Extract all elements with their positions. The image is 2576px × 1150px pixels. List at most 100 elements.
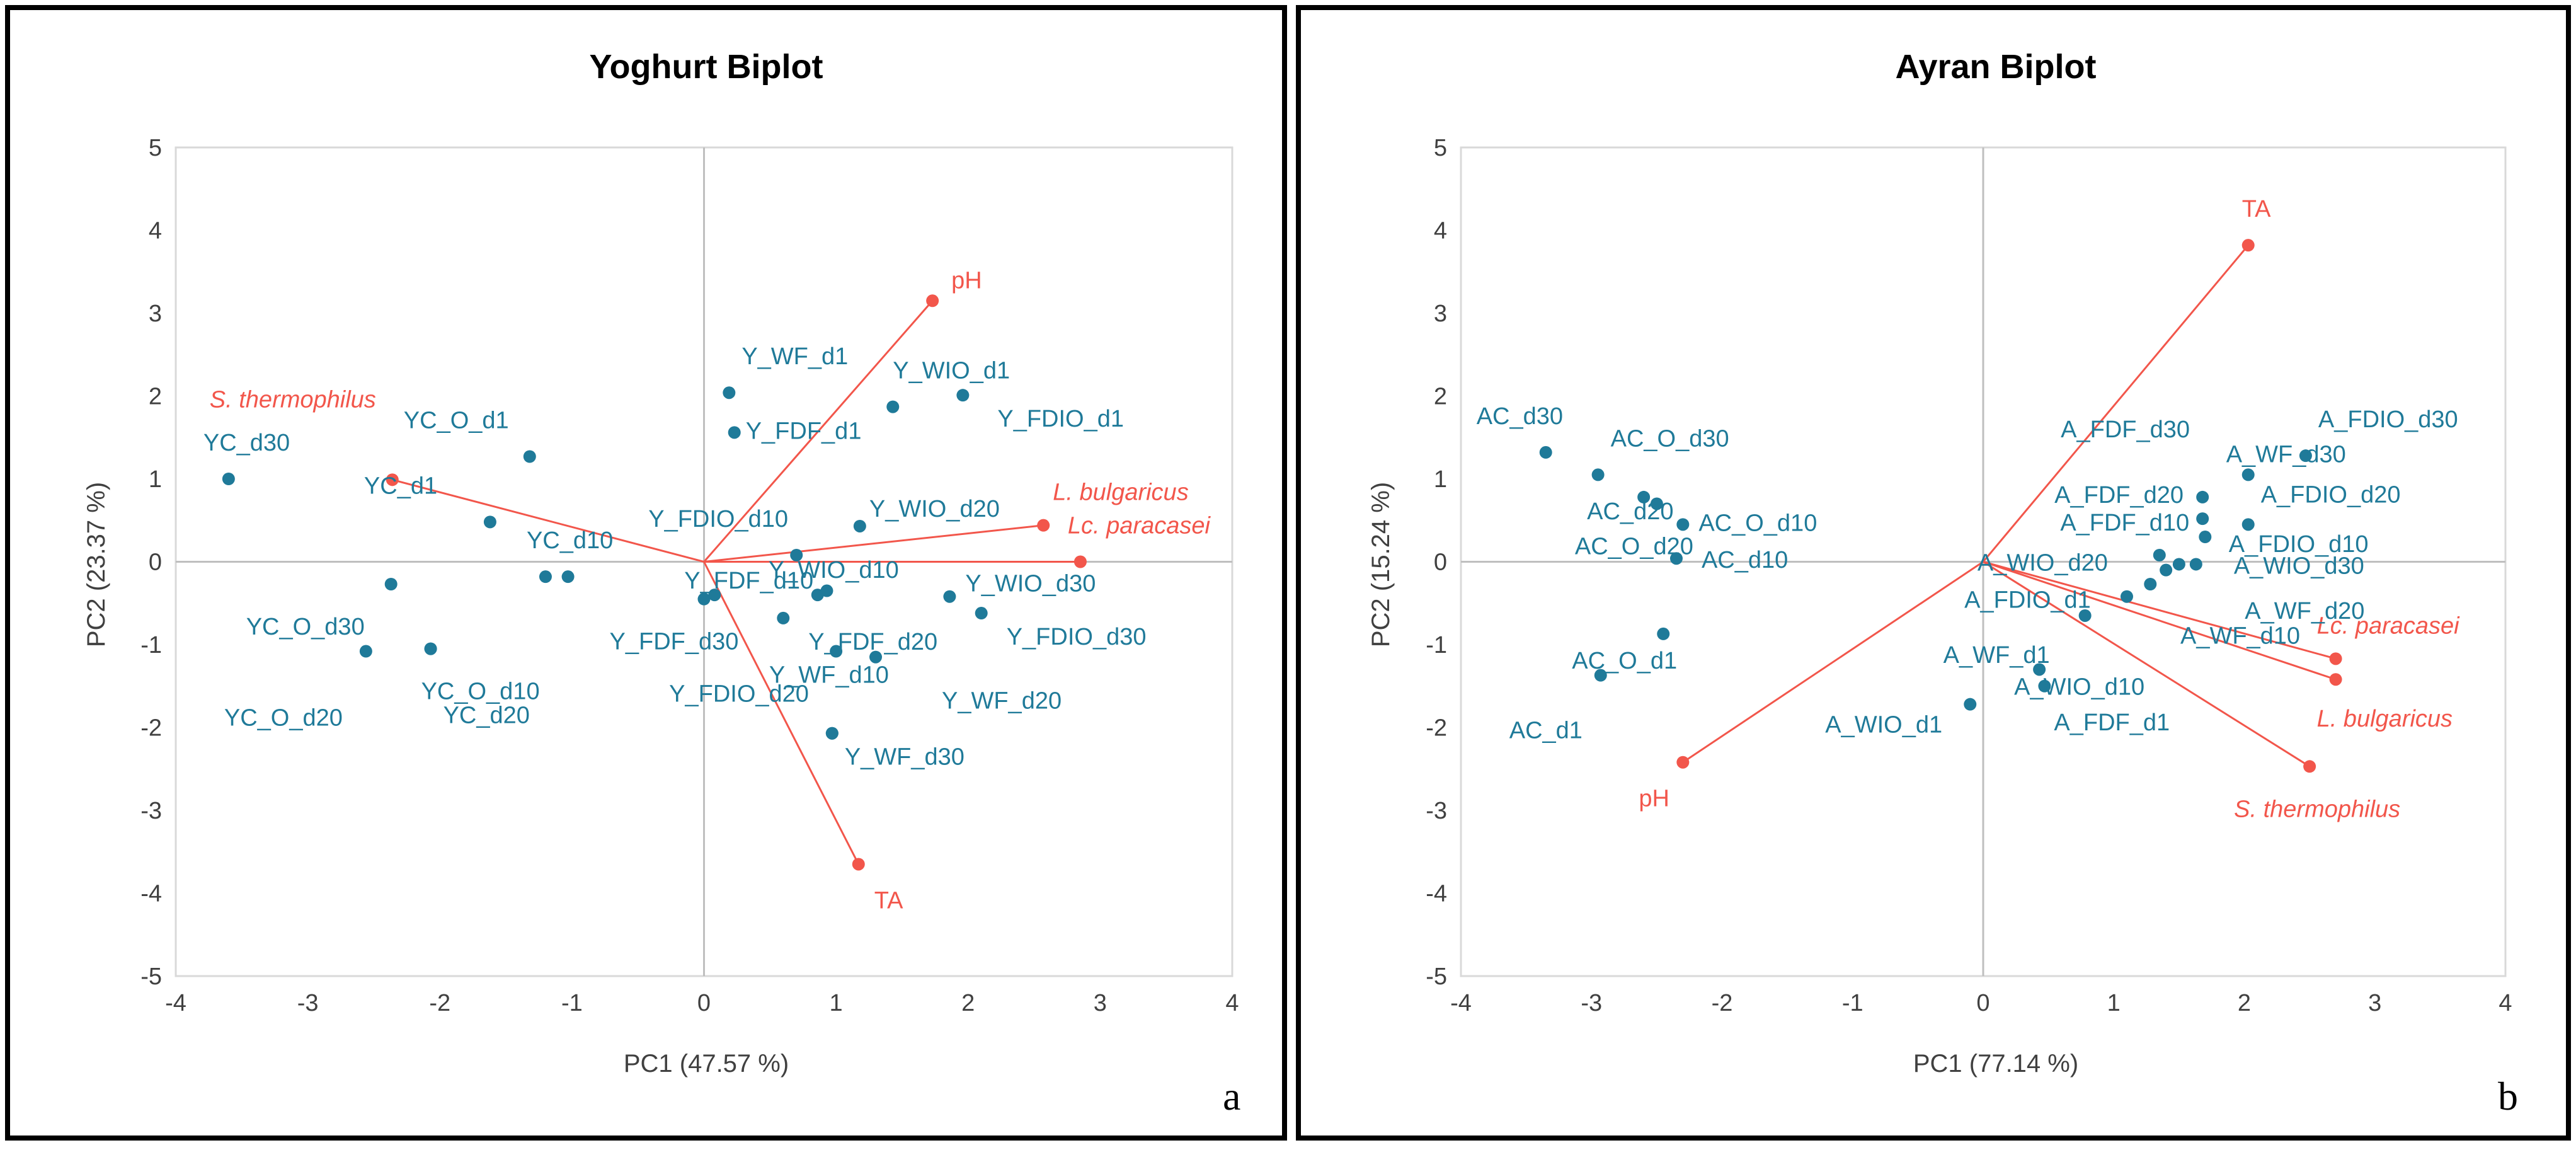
- score-point-label: AC_d1: [1509, 718, 1583, 744]
- score-point: [523, 450, 536, 463]
- score-point-label: YC_d20: [444, 703, 530, 729]
- score-point-label: Y_FDF_d10: [684, 568, 813, 594]
- y-tick-label: 2: [149, 384, 162, 410]
- x-tick-label: -3: [1581, 990, 1602, 1016]
- x-tick-label: 2: [2238, 990, 2251, 1016]
- score-point-label: AC_d10: [1702, 547, 1788, 573]
- score-point: [1676, 518, 1690, 531]
- score-point-label: AC_d20: [1587, 498, 1673, 525]
- loading-vector-label: S. thermophilus: [210, 386, 376, 413]
- y-tick-label: -2: [140, 715, 162, 742]
- score-point: [723, 386, 736, 400]
- y-tick-label: -3: [1426, 798, 1447, 824]
- score-point: [384, 578, 398, 591]
- loading-vector-tip: [1676, 756, 1690, 769]
- score-point-label: YC_O_d1: [404, 407, 509, 434]
- score-point: [2038, 679, 2051, 693]
- y-tick-label: 0: [149, 549, 162, 576]
- y-tick-label: 1: [149, 466, 162, 493]
- score-point-label: Y_WF_d20: [942, 688, 1062, 715]
- loading-vector: [392, 478, 704, 563]
- score-point-label: Y_WIO_d30: [965, 571, 1096, 597]
- score-point: [2160, 563, 2173, 577]
- x-tick-label: -3: [297, 990, 319, 1016]
- x-tick-label: -1: [561, 990, 583, 1016]
- score-point: [1669, 552, 1683, 565]
- loading-vector: [1983, 561, 2337, 681]
- x-tick-label: -2: [429, 990, 450, 1016]
- score-point-label: YC_O_d20: [224, 705, 343, 732]
- loading-vector: [1983, 561, 2310, 768]
- score-point-label: YC_d10: [527, 527, 613, 554]
- loading-vector-tip: [2329, 673, 2342, 686]
- score-point: [1650, 497, 1663, 510]
- loading-vector-label: TA: [874, 887, 903, 914]
- x-tick-label: 4: [2499, 990, 2512, 1016]
- score-point: [1591, 468, 1605, 481]
- score-point: [2172, 558, 2185, 571]
- y-tick-label: -3: [140, 798, 162, 824]
- score-point-label: Y_WF_d10: [769, 662, 889, 689]
- chart-title: Ayran Biplot: [1895, 48, 2096, 86]
- score-point-label: A_WIO_d30: [2234, 553, 2364, 579]
- yoghurt-biplot-panel: Yoghurt Biplot PC1 (47.57 %) PC2 (23.37 …: [5, 5, 1287, 1141]
- x-tick-label: 0: [697, 990, 711, 1016]
- score-point: [2120, 590, 2133, 603]
- loading-vector: [1682, 561, 1984, 763]
- score-point-label: Y_WF_d1: [741, 343, 848, 370]
- y-tick-label: 3: [1434, 301, 1447, 327]
- score-point: [777, 611, 790, 624]
- score-point-label: AC_O_d1: [1572, 648, 1677, 674]
- loading-vector-tip: [926, 294, 939, 308]
- loading-vector-tip: [1073, 555, 1087, 568]
- score-point-label: A_FDIO_d20: [2261, 481, 2401, 508]
- x-axis-label: PC1 (47.57 %): [624, 1050, 789, 1078]
- score-point: [561, 570, 575, 584]
- x-tick-label: -4: [1450, 990, 1472, 1016]
- x-tick-label: -1: [1842, 990, 1863, 1016]
- x-tick-label: 3: [2368, 990, 2381, 1016]
- score-point-label: A_FDIO_d1: [1964, 587, 2091, 614]
- loading-vector-tip: [852, 858, 865, 871]
- score-point-label: Y_WIO_d20: [869, 496, 1000, 522]
- score-point: [483, 515, 496, 529]
- y-tick-label: 5: [149, 135, 162, 161]
- y-tick-label: 3: [149, 301, 162, 327]
- x-tick-label: 1: [830, 990, 843, 1016]
- y-tick-label: -2: [1426, 715, 1447, 742]
- loading-vector: [704, 524, 1044, 563]
- y-tick-label: 1: [1434, 466, 1447, 493]
- loading-vector: [1982, 244, 2249, 563]
- yoghurt-biplot-chart: Yoghurt Biplot PC1 (47.57 %) PC2 (23.37 …: [83, 48, 1240, 1118]
- score-point-label: AC_O_d10: [1698, 510, 1817, 536]
- score-point: [2144, 578, 2157, 591]
- y-tick-label: -5: [1426, 963, 1447, 990]
- chart-title: Yoghurt Biplot: [590, 48, 823, 86]
- loading-vector-label: S. thermophilus: [2234, 796, 2400, 822]
- y-tick-label: -4: [140, 881, 162, 907]
- score-point: [869, 650, 883, 664]
- score-point-label: A_WF_d1: [1943, 642, 2050, 669]
- score-point-label: A_FDF_d10: [2060, 510, 2189, 536]
- x-tick-label: -4: [165, 990, 186, 1016]
- score-point-label: YC_O_d10: [421, 679, 540, 705]
- y-tick-label: -5: [140, 963, 162, 990]
- y-tick-label: 2: [1434, 384, 1447, 410]
- score-point: [825, 727, 839, 740]
- score-point: [2078, 609, 2092, 622]
- panel-letter: a: [1223, 1074, 1240, 1118]
- score-point: [222, 473, 235, 485]
- y-axis-label: PC2 (15.24 %): [1367, 482, 1395, 647]
- loading-vector-label: L. bulgaricus: [2317, 706, 2453, 732]
- x-tick-label: 2: [961, 990, 975, 1016]
- score-point-label: A_WIO_d20: [1978, 549, 2108, 576]
- y-tick-label: -4: [1426, 881, 1447, 907]
- loading-vector-tip: [2329, 652, 2342, 665]
- x-tick-label: 3: [1094, 990, 1107, 1016]
- score-point: [697, 592, 711, 606]
- panel-letter: b: [2498, 1074, 2518, 1118]
- score-point-label: Y_FDIO_d1: [997, 406, 1124, 432]
- score-point: [1637, 490, 1651, 503]
- loading-vector: [703, 561, 860, 865]
- score-point: [1964, 698, 1977, 711]
